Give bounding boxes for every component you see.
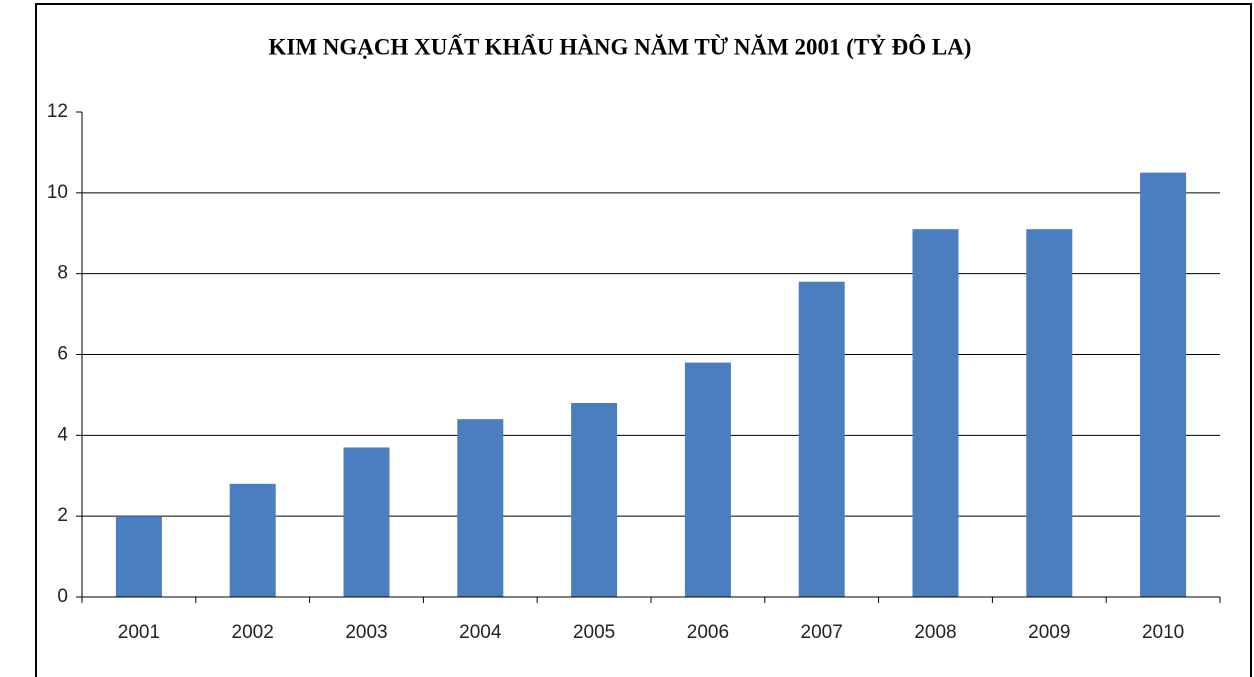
y-tick-label: 10 xyxy=(47,182,68,203)
y-tick-label: 4 xyxy=(57,424,68,445)
bar xyxy=(229,483,276,597)
x-tick-label: 2002 xyxy=(232,622,274,643)
bar xyxy=(798,281,845,597)
bar xyxy=(571,403,618,597)
x-tick-label: 2001 xyxy=(118,622,160,643)
bar xyxy=(343,447,390,597)
y-tick-label: 12 xyxy=(47,101,68,122)
bar xyxy=(115,516,162,597)
bar xyxy=(1026,229,1073,598)
bar xyxy=(912,229,959,598)
y-tick-label: 2 xyxy=(57,505,68,526)
x-tick-label: 2008 xyxy=(914,622,956,643)
x-tick-label: 2005 xyxy=(573,622,615,643)
x-tick-label: 2009 xyxy=(1028,622,1070,643)
x-tick-label: 2004 xyxy=(459,622,502,643)
y-tick-label: 8 xyxy=(57,263,68,284)
x-tick-label: 2010 xyxy=(1142,622,1184,643)
bar xyxy=(684,362,731,597)
x-tick-label: 2007 xyxy=(801,622,843,643)
y-tick-label: 6 xyxy=(57,344,68,365)
y-tick-label: 0 xyxy=(57,586,68,607)
bar xyxy=(1140,172,1187,597)
bar xyxy=(457,419,504,597)
x-tick-label: 2006 xyxy=(687,622,729,643)
x-tick-label: 2003 xyxy=(345,622,387,643)
chart-title: KIM NGẠCH XUẤT KHẨU HÀNG NĂM TỪ NĂM 2001… xyxy=(269,33,972,59)
